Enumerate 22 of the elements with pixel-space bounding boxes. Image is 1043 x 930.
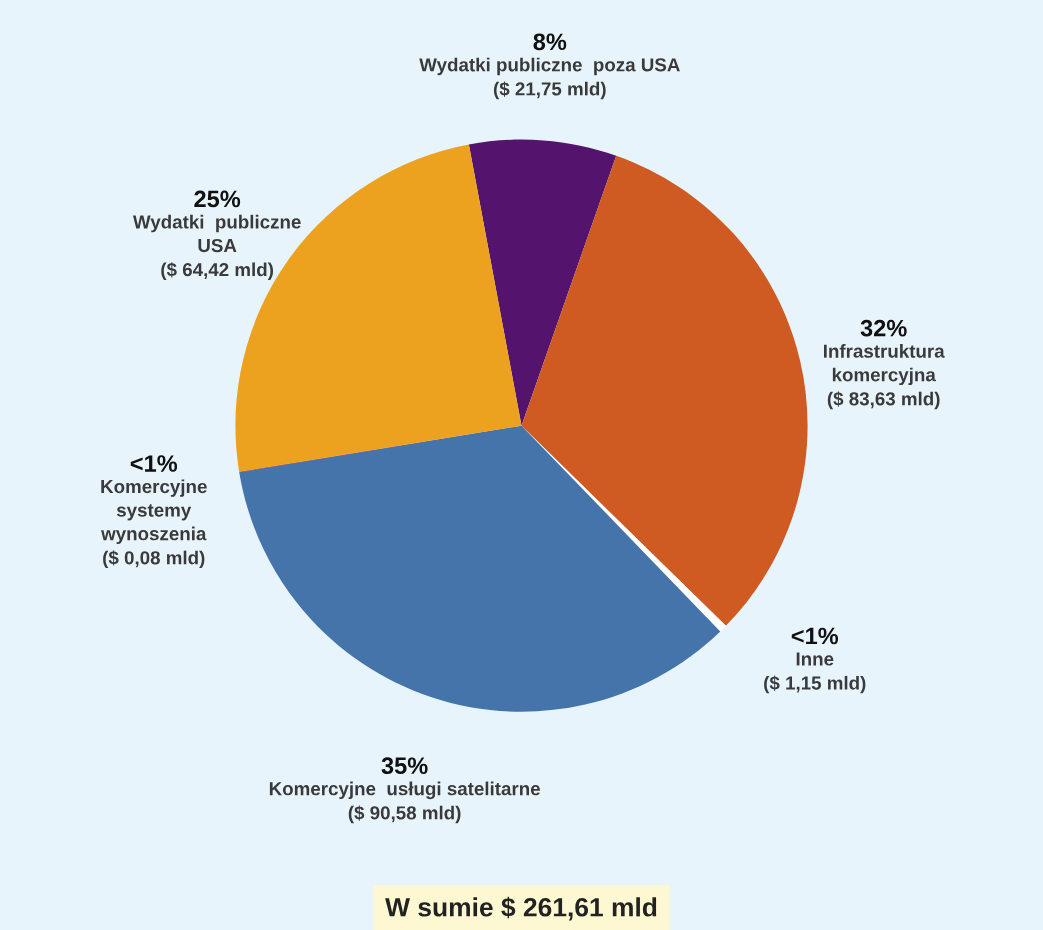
text: 8% [533, 33, 567, 51]
text: 32% [860, 319, 907, 337]
pie-slice [521, 155, 808, 626]
text: <1% [130, 455, 178, 472]
slice-label: Infrastruktura komercyjna [823, 344, 945, 386]
data-label: ($ 90,58 mld) [348, 805, 461, 824]
slice-label: Wydatki publiczne poza USA [419, 57, 680, 76]
slice-label: Komercyjne systemy wynoszenia [101, 479, 207, 545]
data-label: ($ 64,42 mld) [161, 262, 273, 280]
slice-label: Komercyjne usługi satelitarne [269, 781, 540, 800]
data-label: ($ 21,75 mld) [493, 81, 606, 100]
pie-slice [468, 139, 617, 426]
slice-label: Inne [796, 652, 834, 666]
pie-slice [239, 425, 721, 712]
data-label: ($ 0,08 mld) [103, 550, 205, 569]
data-label: ($ 1,15 mld) [764, 675, 866, 694]
text: W sumie $ 261,61 mld [385, 896, 657, 921]
text: 25% [194, 190, 241, 208]
text: 35% [381, 757, 428, 775]
slice-label: Wydatki publiczne USA [132, 214, 301, 253]
text: <1% [791, 627, 839, 645]
data-label: ($ 83,63 mld) [827, 391, 940, 410]
